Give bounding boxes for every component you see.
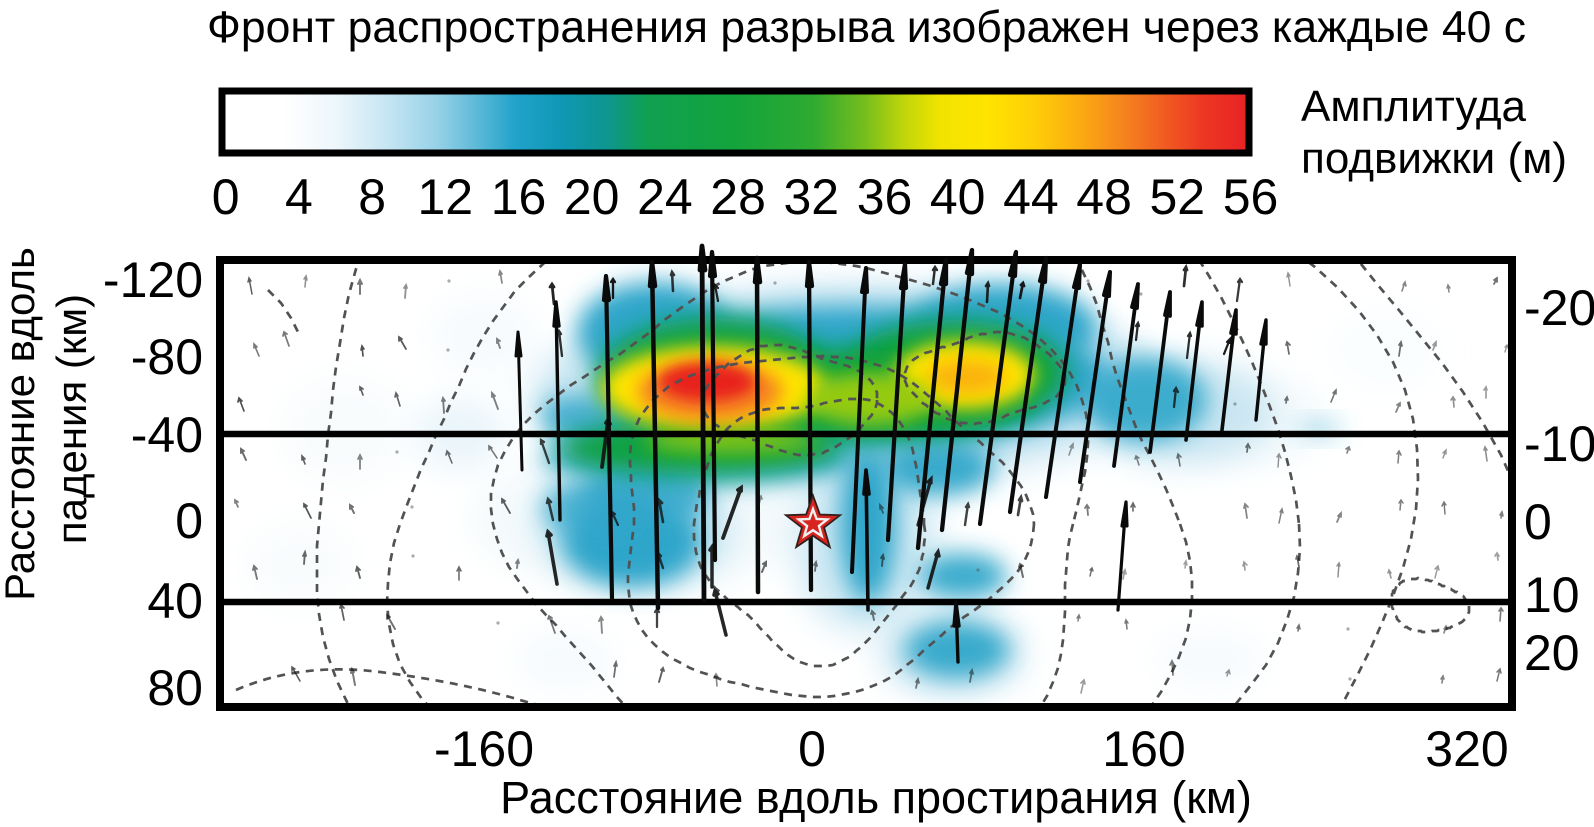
svg-text:16: 16 <box>491 169 547 225</box>
svg-text:0: 0 <box>798 721 826 777</box>
svg-text:-20: -20 <box>1524 280 1594 336</box>
svg-text:-10: -10 <box>1524 416 1594 472</box>
svg-text:0: 0 <box>212 169 240 225</box>
svg-text:32: 32 <box>783 169 839 225</box>
svg-text:24: 24 <box>637 169 693 225</box>
svg-text:12: 12 <box>417 169 473 225</box>
svg-text:56: 56 <box>1223 169 1279 225</box>
svg-text:8: 8 <box>358 169 386 225</box>
svg-text:-120: -120 <box>103 252 203 308</box>
svg-text:0: 0 <box>1524 494 1552 550</box>
svg-text:36: 36 <box>857 169 913 225</box>
svg-text:44: 44 <box>1003 169 1059 225</box>
svg-text:52: 52 <box>1149 169 1205 225</box>
svg-text:28: 28 <box>710 169 766 225</box>
svg-text:160: 160 <box>1102 721 1185 777</box>
svg-text:-40: -40 <box>131 407 203 463</box>
svg-text:80: 80 <box>147 660 203 716</box>
svg-text:40: 40 <box>147 573 203 629</box>
svg-text:Фронт распространения разрыва: Фронт распространения разрыва изображен … <box>207 3 1526 52</box>
svg-text:Расстояние вдоль простирания (: Расстояние вдоль простирания (км) <box>500 772 1252 823</box>
svg-text:-80: -80 <box>131 329 203 385</box>
svg-text:-160: -160 <box>434 721 534 777</box>
svg-text:40: 40 <box>930 169 986 225</box>
svg-text:Амплитуда: Амплитуда <box>1301 82 1527 131</box>
svg-text:48: 48 <box>1076 169 1132 225</box>
svg-text:падения (км): падения (км) <box>48 294 95 544</box>
svg-text:320: 320 <box>1425 721 1508 777</box>
svg-text:20: 20 <box>1524 625 1580 681</box>
svg-text:10: 10 <box>1524 567 1580 623</box>
svg-text:0: 0 <box>175 493 203 549</box>
svg-text:подвижки (м): подвижки (м) <box>1301 134 1567 183</box>
svg-text:20: 20 <box>564 169 620 225</box>
svg-text:Расстояние вдоль: Расстояние вдоль <box>0 247 43 601</box>
svg-text:4: 4 <box>285 169 313 225</box>
